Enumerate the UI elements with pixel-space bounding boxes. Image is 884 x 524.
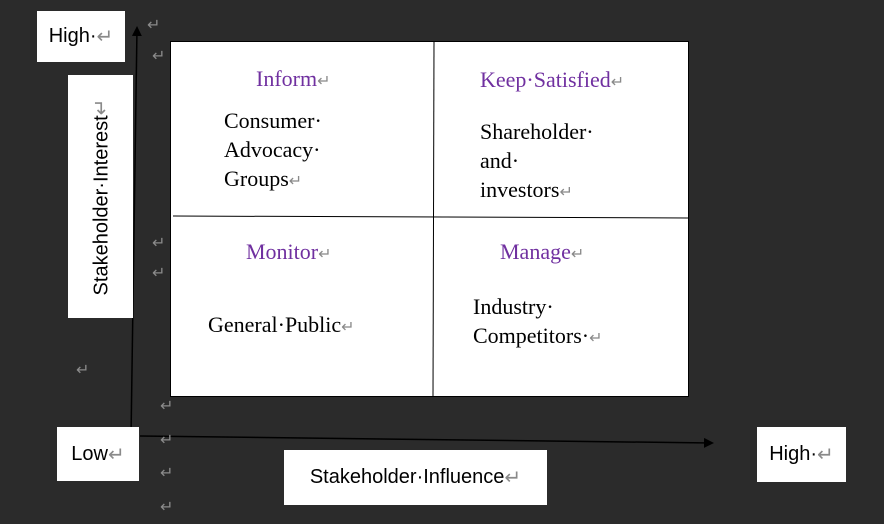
quadrant-text-monitor: General·Public↵ <box>208 312 355 337</box>
paragraph-mark: ↵ <box>96 26 114 48</box>
horizontal-divider <box>172 215 689 218</box>
x-axis-line <box>139 435 714 448</box>
paragraph-mark: ↵ <box>817 444 834 466</box>
paragraph-mark: ↵ <box>152 233 166 252</box>
paragraph-mark: ↵ <box>152 263 166 282</box>
quadrant-text-inform: Consumer· Advocacy· Groups↵ <box>224 108 322 191</box>
y-high-text: High· <box>48 25 97 47</box>
paragraph-mark: ↵ <box>152 46 166 65</box>
y-axis-line <box>130 26 142 439</box>
paragraph-mark: ↵ <box>160 497 174 516</box>
y-axis-title: Stakeholder·Interest↵ <box>68 75 133 318</box>
quadrant-title-keep-satisfied: Keep·Satisfied↵ <box>480 67 625 92</box>
stakeholder-matrix: Inform↵ Consumer· Advocacy· Groups↵ Keep… <box>170 40 689 397</box>
vertical-divider <box>432 40 434 397</box>
paragraph-mark: ↵ <box>160 396 174 415</box>
paragraph-mark: ↵ <box>504 467 522 489</box>
quadrant-text-manage: Industry· Competitors·↵ <box>473 294 603 348</box>
x-axis-title: Stakeholder·Influence ↵ <box>284 450 547 505</box>
x-low-text: Low <box>71 442 108 465</box>
paragraph-mark: ↵ <box>76 360 90 379</box>
paragraph-mark: ↵ <box>147 15 161 34</box>
y-axis-title-text: Stakeholder·Interest↵ <box>90 98 112 295</box>
matrix-dividers <box>172 40 689 397</box>
quadrant-title-inform: Inform↵ <box>256 66 331 91</box>
x-axis-title-text: Stakeholder·Influence <box>309 466 505 488</box>
quadrant-title-monitor: Monitor↵ <box>246 239 332 264</box>
quadrant-title-manage: Manage↵ <box>500 239 585 264</box>
y-axis-high-label: High· ↵ <box>37 11 125 62</box>
x-high-text: High· <box>769 443 818 465</box>
quadrant-text-keep-satisfied: Shareholder· and· investors↵ <box>480 119 594 202</box>
x-axis-low-label: Low ↵ <box>57 427 139 481</box>
paragraph-mark: ↵ <box>107 443 125 466</box>
paragraph-mark: ↵ <box>160 430 174 449</box>
x-axis-high-label: High· ↵ <box>757 427 846 482</box>
paragraph-mark: ↵ <box>160 463 174 482</box>
